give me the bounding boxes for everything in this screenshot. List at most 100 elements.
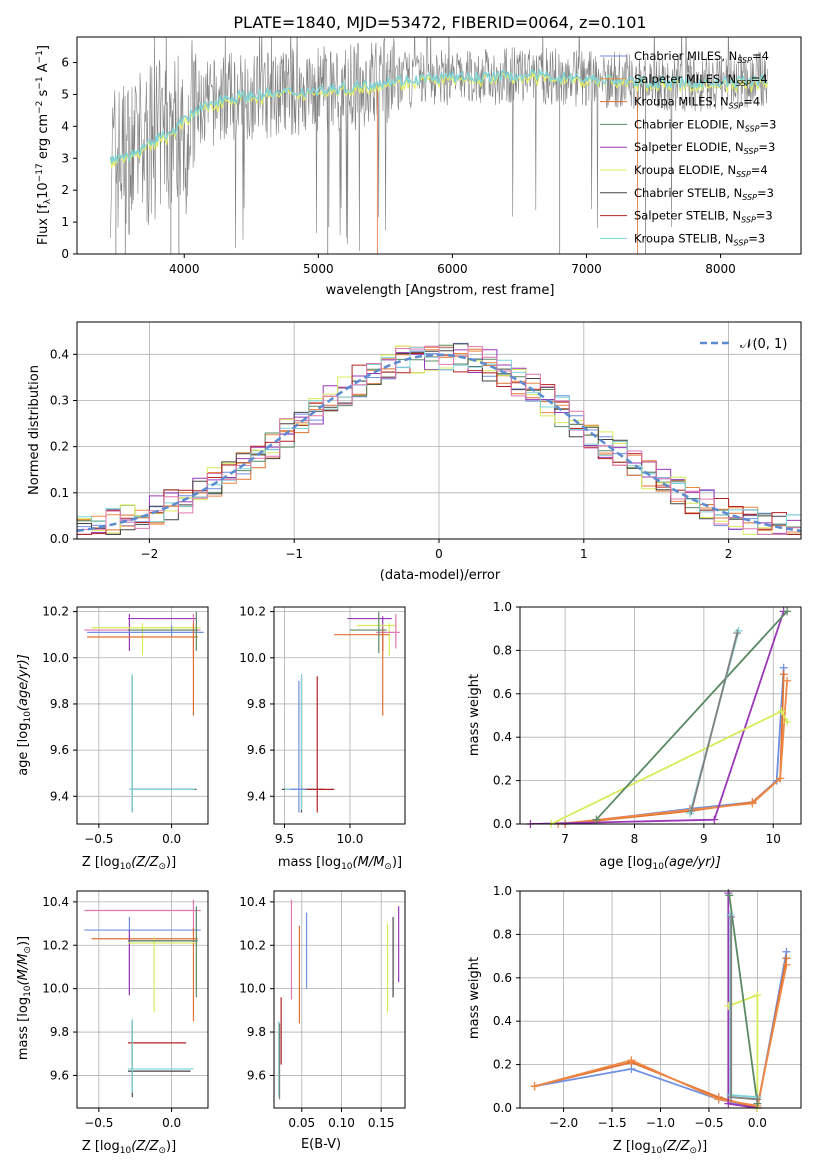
figure-title: PLATE=1840, MJD=53472, FIBERID=0064, z=0… — [233, 13, 646, 32]
legend-label-pre: Chabrier MILES, N — [634, 49, 737, 63]
legend-label-post: =3 — [758, 140, 775, 154]
age-z-x-tick-label: −0.5 — [84, 832, 113, 846]
legend-label-post: =4 — [751, 72, 768, 86]
weight-z-y-tick-label: 0.2 — [493, 1058, 512, 1072]
mass-z-y-tick-label: 10.4 — [42, 895, 69, 909]
legend-label: Chabrier STELIB, NSSP=3 — [634, 186, 774, 202]
weight-age-x-tick-label: 10 — [766, 832, 781, 846]
weight-age-series-line — [595, 610, 788, 821]
spectrum-panel: 4000 5000 6000 7000 8000 0 1 2 3 4 5 6 wavelength [… — [35, 36, 802, 298]
age-mass-y-tick-label: 9.4 — [247, 789, 266, 803]
mass-z-x-label: Z [log10(Z/Z⊙)] — [82, 1139, 176, 1156]
weight-z-point-marker — [714, 1095, 723, 1104]
age-z-x-tick-label: 0.0 — [162, 832, 181, 846]
age-mass-x-tick-label: 10.0 — [337, 832, 364, 846]
weight-age-series-line — [690, 632, 739, 812]
residuals-panel: −2 −1 0 1 2 0.0 0.1 0.2 0.3 0.4 (data-model)/erro… — [27, 321, 802, 583]
weight-z-y-tick-label: 0.4 — [493, 1014, 512, 1028]
age-z-axes-frame — [76, 606, 209, 825]
legend-label: Kroupa MILES, NSSP=4 — [634, 95, 760, 111]
weight-age-y-tick-label: 0.0 — [493, 817, 512, 831]
weight-z-y-tick-label: 0.0 — [493, 1101, 512, 1115]
mass-z-y-tick-label: 10.2 — [42, 938, 69, 952]
spectrum-model-line — [109, 67, 768, 164]
legend-label-pre: Salpeter ELODIE, N — [634, 140, 744, 154]
spectrum-x-label: wavelength [Angstrom, rest frame] — [326, 283, 555, 298]
legend-label-post: =3 — [757, 186, 774, 200]
legend-label-sub: SSP — [742, 193, 757, 202]
weight-z-y-label: mass weight — [467, 957, 482, 1039]
legend-label-sub: SSP — [737, 56, 752, 65]
weight-z-x-tick-label: 0.0 — [748, 1116, 767, 1130]
weight-z-point-marker — [530, 1082, 539, 1091]
legend-label-post: =3 — [760, 117, 777, 131]
weight-age-x-tick-label: 9 — [700, 832, 708, 846]
mass-weight-vs-metallicity-panel: −2.0 −1.5 −1.0 −0.5 0.0 0.0 0.2 0.4 0.6 0.8 1.0 — [493, 884, 802, 1130]
spectrum-x-tick-label: 4000 — [169, 262, 200, 276]
age-vs-mass-panel: 9.5 10.0 9.4 9.6 9.8 10.0 10.2 — [239, 605, 406, 846]
weight-z-x-tick-label: −0.5 — [694, 1116, 723, 1130]
mass-z-y-tick-label: 9.8 — [50, 1025, 69, 1039]
weight-age-point-marker — [779, 670, 788, 679]
weight-age-y-tick-label: 1.0 — [493, 600, 512, 614]
residuals-y-tick-label: 0.1 — [50, 486, 69, 500]
legend-label-pre: Chabrier ELODIE, N — [634, 117, 745, 131]
legend-label-sub: SSP — [745, 124, 760, 133]
mass-ebv-x-tick-label: 0.10 — [328, 1116, 355, 1130]
weight-age-point-marker — [687, 806, 696, 815]
spectrum-x-tick-label: 7000 — [571, 262, 602, 276]
mass-ebv-x-tick-label: 0.05 — [288, 1116, 315, 1130]
weight-age-y-tick-label: 0.6 — [493, 687, 512, 701]
gauss-legend-label: 𝒩(0, 1) — [740, 337, 787, 352]
weight-z-y-tick-label: 0.8 — [493, 927, 512, 941]
weight-z-point-marker — [753, 991, 762, 1000]
spectrum-axes-frame — [76, 36, 802, 255]
legend-label: Chabrier ELODIE, NSSP=3 — [634, 117, 776, 133]
residuals-histogram — [77, 345, 801, 535]
residuals-y-label: Normed distribution — [27, 365, 42, 495]
age-z-y-tick-label: 9.6 — [50, 743, 69, 757]
spectrum-y-tick-label: 6 — [61, 56, 69, 70]
spectrum-y-tick-label: 5 — [61, 87, 69, 101]
weight-age-y-tick-label: 0.4 — [493, 730, 512, 744]
mass-z-axes-frame — [76, 890, 209, 1109]
mass-vs-metallicity-panel: −0.5 0.0 9.6 9.8 10.0 10.2 10.4 — [42, 890, 209, 1130]
mass-z-y-tick-label: 9.6 — [50, 1068, 69, 1082]
spectrum-y-tick-label: 0 — [61, 247, 69, 261]
legend-label-pre: Salpeter STELIB, N — [634, 209, 741, 223]
spectrum-y-tick-label: 3 — [61, 151, 69, 165]
weight-age-x-tick-label: 8 — [631, 832, 639, 846]
weight-z-x-label: Z [log10(Z/Z⊙)] — [613, 1139, 707, 1156]
age-mass-y-tick-label: 10.2 — [239, 605, 266, 619]
weight-age-series-line — [530, 611, 785, 824]
legend-label: Salpeter STELIB, NSSP=3 — [634, 209, 773, 225]
residuals-x-tick-label: 1 — [580, 547, 588, 561]
mass-ebv-axes-frame — [273, 890, 406, 1109]
legend-label: Kroupa STELIB, NSSP=3 — [634, 231, 765, 247]
weight-z-x-tick-label: −2.0 — [549, 1116, 578, 1130]
weight-age-point-marker — [710, 815, 719, 824]
weight-age-y-tick-label: 0.8 — [493, 643, 512, 657]
age-mass-y-tick-label: 10.0 — [239, 651, 266, 665]
legend-label-post: =4 — [751, 163, 768, 177]
legend-label: Salpeter MILES, NSSP=4 — [634, 72, 768, 88]
residuals-x-label: (data-model)/error — [380, 568, 501, 583]
weight-age-point-marker — [733, 629, 742, 638]
weight-age-x-tick-label: 7 — [561, 832, 569, 846]
weight-age-point-marker — [734, 626, 743, 635]
legend-label: Salpeter ELODIE, NSSP=3 — [634, 140, 775, 156]
age-z-y-tick-label: 9.4 — [50, 789, 69, 803]
weight-z-x-tick-label: −1.0 — [646, 1116, 675, 1130]
age-z-y-label: age [log10(age/yr)] — [16, 654, 33, 776]
weight-z-point-marker — [782, 960, 791, 969]
weight-age-y-tick-label: 0.2 — [493, 774, 512, 788]
legend-label-pre: Kroupa STELIB, N — [634, 231, 734, 245]
weight-age-point-marker — [783, 607, 792, 616]
legend-label-sub: SSP — [744, 147, 759, 156]
weight-age-point-marker — [777, 707, 786, 716]
legend-label-pre: Kroupa MILES, N — [634, 95, 729, 109]
residuals-y-tick-label: 0.0 — [50, 532, 69, 546]
weight-z-y-tick-label: 0.6 — [493, 971, 512, 985]
legend-label-post: =3 — [748, 231, 765, 245]
legend-label: Kroupa ELODIE, NSSP=4 — [634, 163, 768, 179]
